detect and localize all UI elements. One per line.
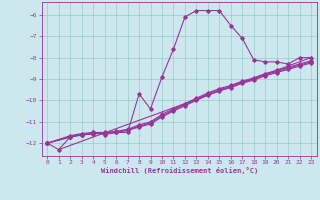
X-axis label: Windchill (Refroidissement éolien,°C): Windchill (Refroidissement éolien,°C) (100, 167, 258, 174)
